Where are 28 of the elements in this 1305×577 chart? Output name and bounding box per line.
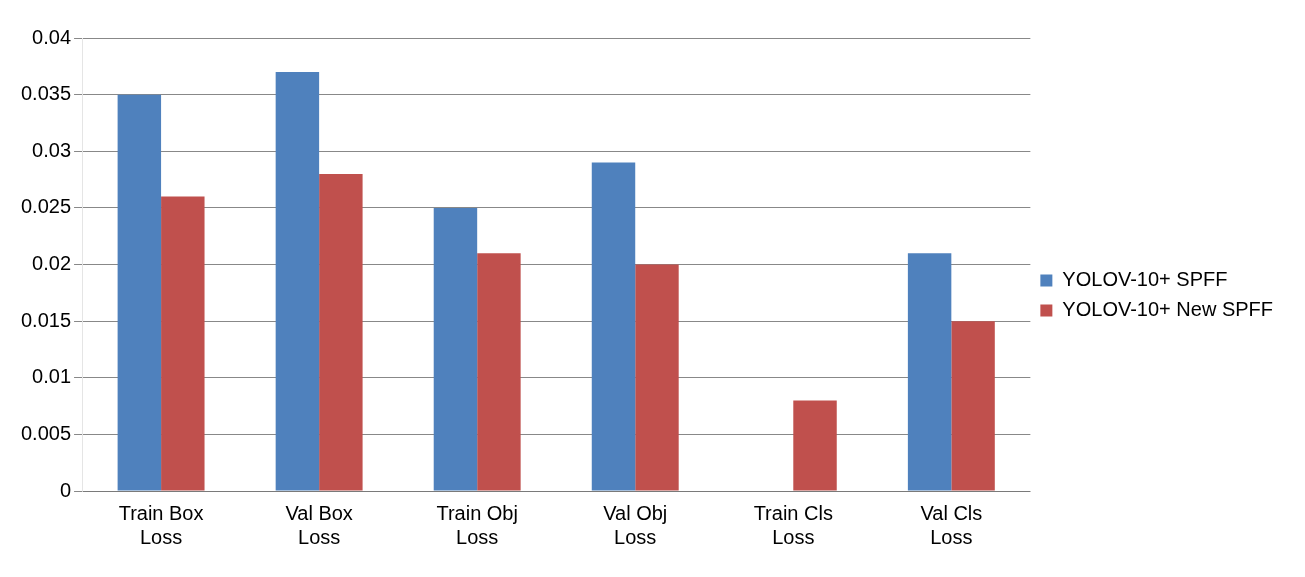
x-tick-label: Val Obj Loss [603, 501, 668, 548]
y-tick-label: 0.03 [32, 138, 72, 161]
y-tick-label: 0.015 [20, 308, 72, 331]
bar [433, 207, 478, 491]
legend-label: YOLOV-10+ SPFF [1062, 268, 1228, 291]
x-tick-label: Val Cls Loss [920, 501, 983, 548]
bar [275, 71, 320, 491]
y-tick-label: 0 [59, 478, 72, 501]
y-tick-label: 0.02 [32, 252, 72, 275]
x-tick-label: Train Obj Loss [436, 501, 518, 548]
y-tick-label: 0.025 [20, 195, 72, 218]
x-tick-label: Train Box Loss [118, 501, 204, 548]
bar [951, 321, 995, 491]
bar [319, 173, 363, 491]
legend-label: YOLOV-10+ New SPFF [1062, 298, 1274, 321]
x-tick-label: Val Box Loss [285, 501, 353, 548]
y-tick-label: 0.04 [32, 25, 72, 48]
bar [117, 94, 162, 491]
bar [907, 253, 952, 491]
bar [477, 253, 521, 491]
bar [161, 196, 205, 491]
bar [635, 264, 679, 491]
y-tick-label: 0.005 [20, 421, 72, 444]
y-tick-label: 0.01 [32, 365, 72, 388]
bar [591, 162, 636, 491]
bar [793, 400, 837, 491]
y-tick-label: 0.035 [20, 82, 72, 105]
x-tick-label: Train Cls Loss [753, 501, 833, 548]
